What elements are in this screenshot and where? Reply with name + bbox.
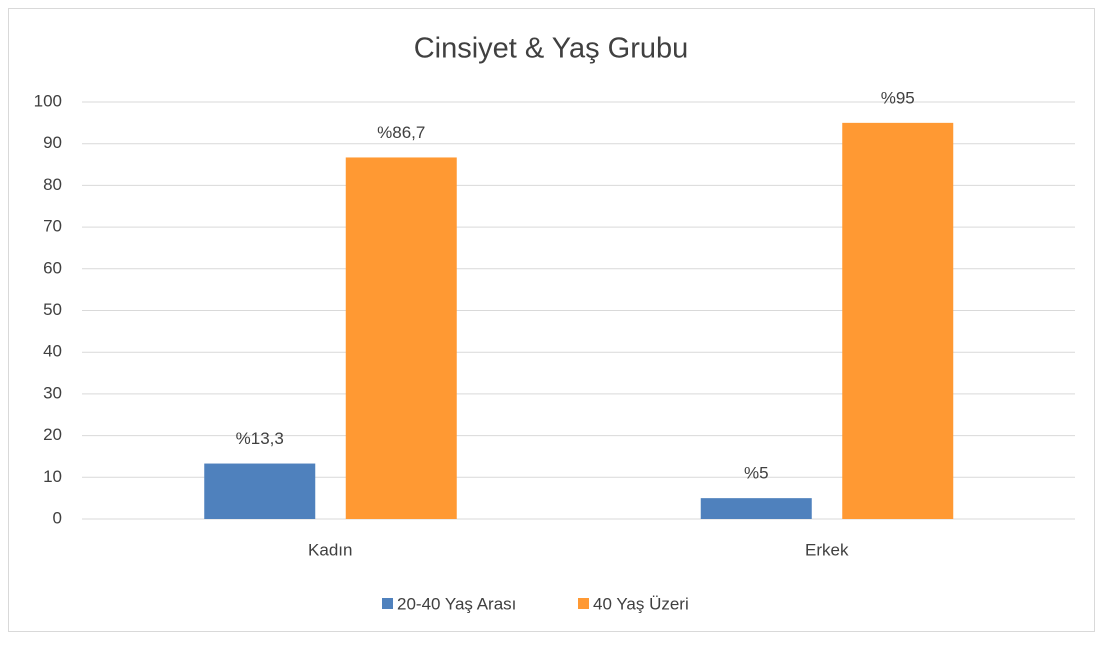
legend-swatch xyxy=(578,598,589,609)
y-tick-label: 70 xyxy=(43,217,62,236)
y-tick-label: 90 xyxy=(43,133,62,152)
data-label: %5 xyxy=(744,464,769,483)
data-label: %13,3 xyxy=(236,429,284,448)
y-tick-label: 100 xyxy=(34,91,62,110)
legend-swatch xyxy=(382,598,393,609)
data-label: %95 xyxy=(881,88,915,107)
bar xyxy=(204,463,316,519)
x-tick-label: Kadın xyxy=(308,540,352,559)
bar xyxy=(842,122,954,519)
y-tick-label: 0 xyxy=(53,508,62,527)
y-tick-label: 30 xyxy=(43,383,62,402)
chart-title: Cinsiyet & Yaş Grubu xyxy=(414,33,689,65)
legend-label: 40 Yaş Üzeri xyxy=(593,594,689,613)
bar xyxy=(345,157,457,519)
y-tick-label: 10 xyxy=(43,467,62,486)
y-tick-label: 20 xyxy=(43,425,62,444)
x-tick-label: Erkek xyxy=(805,540,849,559)
data-label: %86,7 xyxy=(377,123,425,142)
y-tick-label: 60 xyxy=(43,258,62,277)
legend-label: 20-40 Yaş Arası xyxy=(397,594,516,613)
bar xyxy=(700,498,812,519)
y-tick-label: 50 xyxy=(43,300,62,319)
y-tick-label: 80 xyxy=(43,175,62,194)
y-tick-label: 40 xyxy=(43,342,62,361)
